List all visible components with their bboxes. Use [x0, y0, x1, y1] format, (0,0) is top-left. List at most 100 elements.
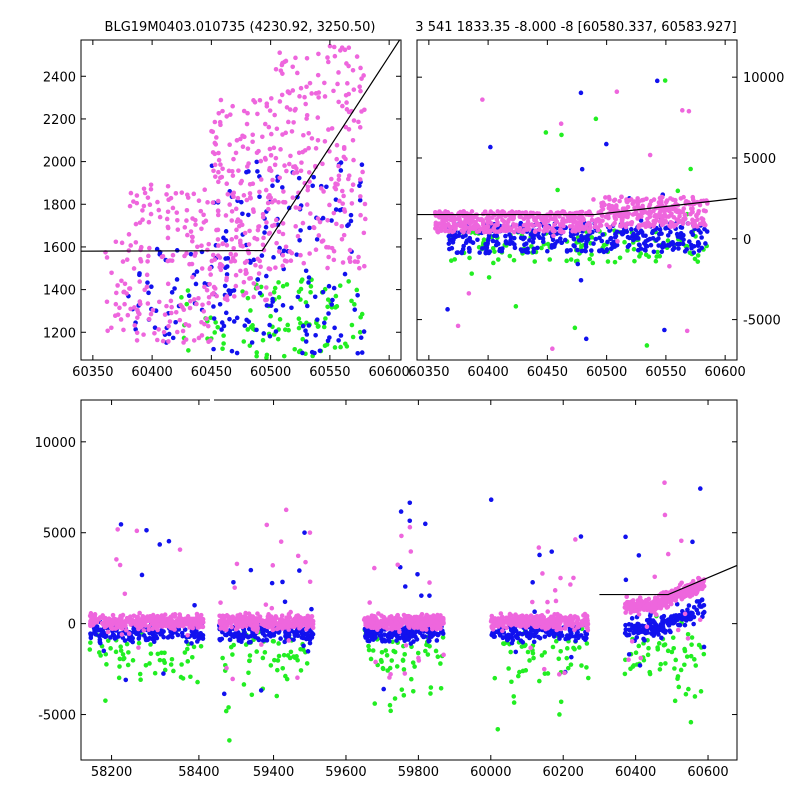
- green-point: [275, 658, 281, 663]
- green-point: [213, 320, 218, 325]
- blue-point: [555, 239, 560, 244]
- green-point: [287, 655, 293, 661]
- pink-point: [154, 625, 159, 631]
- pink-point: [656, 200, 662, 205]
- pink-point: [255, 611, 260, 616]
- blue-point: [513, 649, 519, 655]
- pink-point: [309, 136, 315, 141]
- pink-point: [88, 621, 93, 627]
- pink-point: [524, 621, 529, 626]
- green-point: [272, 657, 277, 663]
- pink-point: [340, 103, 345, 109]
- green-point: [631, 246, 637, 252]
- blue-point: [447, 246, 452, 252]
- pink-point: [313, 146, 319, 151]
- blue-point: [223, 265, 228, 271]
- pink-point: [253, 262, 258, 268]
- pink-point: [422, 620, 428, 626]
- pink-point: [536, 221, 541, 227]
- pink-point: [185, 192, 190, 198]
- green-point: [195, 679, 200, 685]
- green-point: [558, 699, 564, 705]
- pink-point: [226, 168, 232, 174]
- pink-point: [373, 659, 378, 665]
- blue-point: [259, 253, 265, 258]
- pink-point: [136, 645, 141, 650]
- blue-point: [98, 627, 103, 633]
- pink-point: [343, 124, 349, 130]
- pink-point: [281, 199, 286, 205]
- pink-point: [254, 150, 260, 156]
- green-point: [343, 341, 348, 347]
- pink-point: [325, 55, 330, 60]
- blue-point: [294, 252, 300, 257]
- pink-point: [109, 270, 114, 276]
- pink-point: [579, 218, 584, 224]
- pink-point: [331, 44, 337, 50]
- pink-point: [534, 616, 540, 621]
- blue-point: [446, 233, 452, 239]
- blue-point: [644, 617, 650, 623]
- green-point: [517, 669, 522, 675]
- blue-point: [579, 166, 585, 172]
- pink-point: [308, 211, 313, 216]
- pink-point: [231, 245, 236, 251]
- blue-point: [651, 633, 656, 638]
- blue-point: [623, 577, 629, 583]
- blue-point: [257, 290, 263, 296]
- y-tick-label: 1600: [43, 241, 76, 256]
- blue-point: [599, 238, 605, 244]
- pink-point: [578, 209, 583, 215]
- pink-point: [316, 95, 321, 100]
- pink-point: [666, 214, 671, 219]
- pink-point: [395, 562, 401, 568]
- green-point: [247, 658, 252, 664]
- blue-point: [511, 235, 517, 241]
- pink-point: [557, 620, 563, 626]
- pink-point: [212, 140, 218, 146]
- pink-point: [456, 214, 462, 220]
- pink-point: [199, 266, 205, 271]
- blue-point: [373, 635, 378, 640]
- pink-point: [358, 88, 363, 94]
- green-point: [185, 659, 191, 664]
- pink-point: [680, 221, 686, 226]
- pink-point: [223, 213, 229, 218]
- blue-point: [321, 320, 327, 326]
- pink-point: [101, 622, 106, 627]
- blue-point: [551, 632, 557, 637]
- blue-point: [407, 500, 413, 506]
- pink-point: [134, 330, 140, 336]
- pink-point: [541, 666, 547, 672]
- green-point: [208, 315, 213, 321]
- pink-point: [566, 618, 571, 624]
- pink-point: [545, 609, 551, 614]
- pink-point: [217, 255, 223, 260]
- pink-point: [573, 537, 578, 542]
- blue-point: [224, 272, 230, 277]
- blue-point: [176, 627, 182, 632]
- pink-point: [326, 127, 331, 132]
- pink-point: [145, 301, 151, 306]
- blue-point: [289, 305, 294, 311]
- blue-point: [229, 348, 235, 354]
- blue-point: [558, 236, 563, 241]
- green-point: [438, 686, 444, 691]
- blue-point: [255, 169, 260, 174]
- pink-point: [260, 214, 266, 220]
- green-point: [358, 314, 363, 320]
- blue-point: [88, 633, 94, 638]
- green-point: [186, 348, 191, 353]
- blue-point: [434, 638, 440, 643]
- green-point: [300, 336, 306, 342]
- blue-point: [663, 618, 668, 624]
- blue-point: [175, 632, 181, 638]
- green-point: [147, 661, 152, 666]
- pink-point: [191, 191, 197, 197]
- pink-point: [283, 507, 289, 513]
- blue-point: [231, 579, 236, 585]
- pink-point: [230, 173, 236, 178]
- pink-point: [626, 657, 631, 663]
- blue-point: [662, 327, 667, 333]
- blue-point: [365, 628, 371, 634]
